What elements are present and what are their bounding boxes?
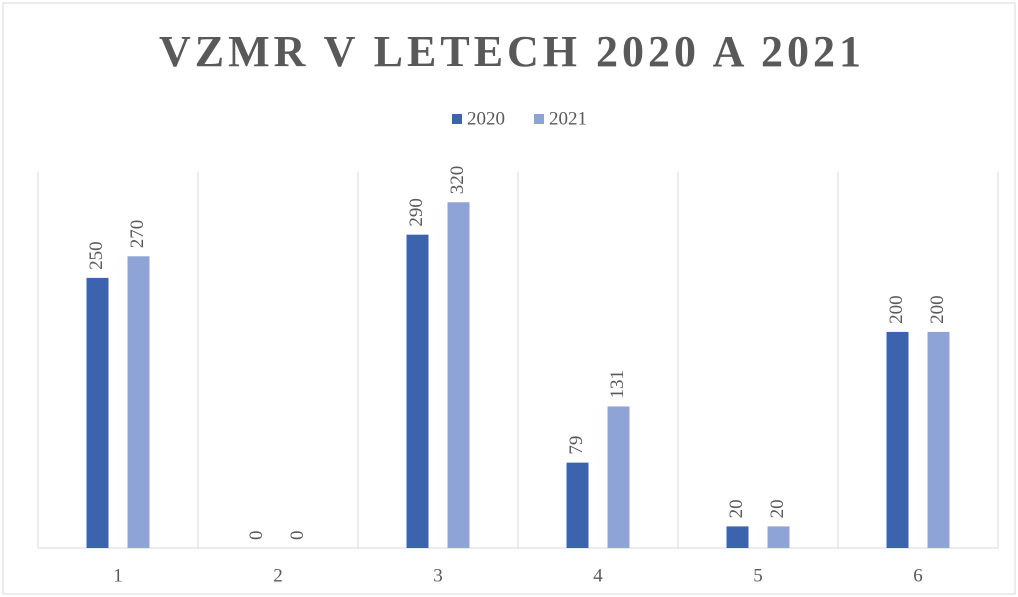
data-label: 131 [607, 370, 628, 399]
bar [726, 526, 749, 548]
legend-label: 2021 [549, 108, 587, 129]
bar [127, 256, 150, 548]
data-label: 250 [86, 241, 107, 270]
x-tick-label: 2 [273, 565, 283, 586]
bar [566, 462, 589, 548]
legend-swatch [452, 114, 462, 124]
data-label: 0 [287, 531, 308, 541]
data-label: 320 [447, 166, 468, 195]
data-label: 20 [726, 499, 747, 518]
legend-label: 2020 [467, 108, 505, 129]
bar [927, 331, 950, 548]
data-label: 270 [127, 220, 148, 249]
x-tick-label: 3 [433, 565, 443, 586]
bar [607, 406, 630, 548]
bar [86, 277, 109, 548]
bar [886, 331, 909, 548]
data-label: 290 [406, 198, 427, 227]
x-tick-label: 1 [113, 565, 123, 586]
bar [406, 234, 429, 548]
chart-title: VZMR V LETECH 2020 A 2021 [159, 27, 865, 76]
data-label: 0 [246, 531, 267, 541]
bar [447, 202, 470, 548]
data-label: 79 [566, 436, 587, 455]
data-label: 200 [927, 295, 948, 324]
x-tick-label: 5 [753, 565, 763, 586]
bar [767, 526, 790, 548]
data-label: 200 [886, 295, 907, 324]
x-tick-label: 6 [913, 565, 923, 586]
x-tick-label: 4 [593, 565, 603, 586]
legend-swatch [534, 114, 544, 124]
data-label: 20 [767, 499, 788, 518]
